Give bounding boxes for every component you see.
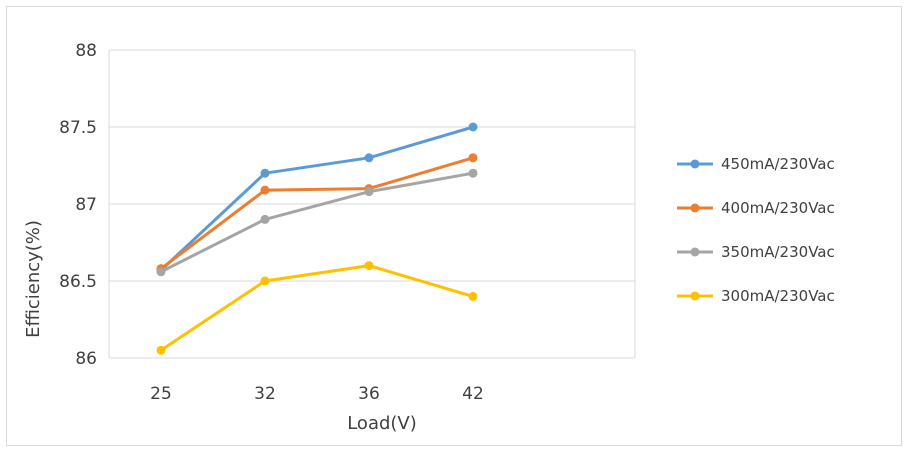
series-line [160, 171, 474, 274]
series-4 [156, 261, 478, 355]
y-tick-label: 87 [75, 195, 97, 215]
legend-item: 450mA/230Vac [677, 155, 835, 173]
legend-marker [690, 291, 700, 301]
data-point [156, 267, 166, 277]
legend-item: 300mA/230Vac [677, 287, 835, 305]
data-point [364, 187, 374, 197]
series-line [159, 125, 474, 272]
series-line [160, 264, 474, 352]
data-point [468, 291, 478, 301]
x-tick-label: 32 [254, 384, 276, 404]
data-point [156, 345, 166, 355]
data-point [468, 153, 478, 163]
y-tick-label: 88 [75, 41, 97, 61]
legend-marker [690, 203, 700, 213]
data-point [260, 276, 270, 286]
data-point [364, 261, 374, 271]
data-point [260, 168, 270, 178]
x-tick-label: 42 [462, 384, 484, 404]
efficiency-line-chart: 86 86.5 87 87.5 88 25 32 36 42 Load(V) Efficienc… [23, 41, 835, 434]
data-point [468, 168, 478, 178]
legend-label: 300mA/230Vac [721, 287, 835, 305]
legend-label: 450mA/230Vac [721, 155, 835, 173]
y-axis-title: Efficiency(%) [23, 220, 44, 338]
series-line [160, 156, 474, 270]
data-point [260, 185, 270, 195]
legend-label: 350mA/230Vac [721, 243, 835, 261]
data-point [260, 214, 270, 224]
legend-marker [690, 159, 700, 169]
chart-frame: 86 86.5 87 87.5 88 25 32 36 42 Load(V) Efficienc… [6, 6, 902, 446]
x-tick-label: 25 [150, 384, 172, 404]
legend-label: 400mA/230Vac [721, 199, 835, 217]
x-axis-title: Load(V) [347, 413, 417, 434]
series-1 [156, 122, 478, 275]
data-point [468, 122, 478, 132]
data-point [364, 153, 374, 163]
legend-item: 350mA/230Vac [677, 243, 835, 261]
legend: 450mA/230Vac 400mA/230Vac 350mA/230Vac 300m… [677, 155, 835, 305]
legend-item: 400mA/230Vac [677, 199, 835, 217]
y-tick-label: 86 [75, 349, 97, 369]
legend-marker [690, 247, 700, 257]
series-2 [156, 153, 478, 274]
y-tick-label: 86.5 [59, 272, 97, 292]
y-tick-label: 87.5 [59, 118, 97, 138]
x-tick-label: 36 [358, 384, 380, 404]
series-3 [156, 168, 478, 277]
